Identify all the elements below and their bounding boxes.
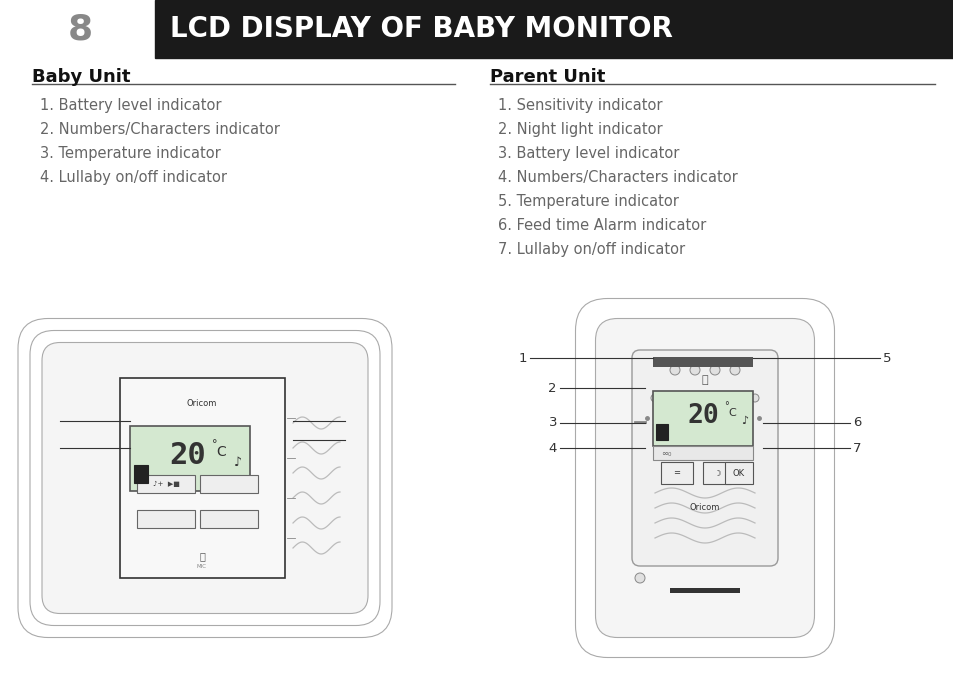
Circle shape: [635, 573, 644, 583]
Text: 1. Battery level indicator: 1. Battery level indicator: [40, 98, 221, 113]
Text: 1: 1: [518, 351, 526, 365]
Circle shape: [750, 394, 759, 402]
Bar: [702, 462, 730, 484]
Bar: [120, 378, 285, 578]
Text: ☽: ☽: [713, 468, 720, 478]
Text: 8: 8: [68, 12, 92, 46]
Text: 2: 2: [548, 382, 557, 394]
Text: 1: 1: [49, 415, 57, 427]
Text: C: C: [216, 445, 226, 459]
Text: 3. Temperature indicator: 3. Temperature indicator: [40, 146, 220, 161]
Text: 3: 3: [348, 415, 356, 427]
Text: 1. Sensitivity indicator: 1. Sensitivity indicator: [497, 98, 661, 113]
Bar: [200, 475, 257, 493]
Text: 4: 4: [348, 433, 356, 446]
Text: 4: 4: [548, 441, 557, 454]
Text: OK: OK: [732, 468, 744, 478]
Text: 3. Battery level indicator: 3. Battery level indicator: [497, 146, 679, 161]
Text: 2. Night light indicator: 2. Night light indicator: [497, 122, 662, 137]
Circle shape: [730, 394, 739, 402]
FancyBboxPatch shape: [631, 350, 778, 566]
Text: ♪: ♪: [740, 416, 748, 426]
Text: 3: 3: [548, 417, 557, 429]
Text: 2: 2: [49, 441, 57, 454]
Bar: [652, 357, 752, 367]
Bar: [133, 464, 148, 483]
FancyBboxPatch shape: [42, 343, 368, 614]
Text: 20: 20: [686, 403, 719, 429]
Text: 7. Lullaby on/off indicator: 7. Lullaby on/off indicator: [497, 242, 684, 257]
Circle shape: [650, 394, 659, 402]
Circle shape: [670, 394, 679, 402]
Text: ♪: ♪: [233, 456, 242, 468]
Text: 5: 5: [882, 351, 890, 365]
Bar: [724, 462, 752, 484]
Text: 4. Lullaby on/off indicator: 4. Lullaby on/off indicator: [40, 170, 227, 185]
Text: 6. Feed time Alarm indicator: 6. Feed time Alarm indicator: [497, 218, 705, 233]
Bar: [154, 0, 953, 58]
FancyBboxPatch shape: [595, 318, 814, 637]
Text: MIC: MIC: [196, 563, 207, 569]
Text: °: °: [724, 401, 729, 411]
Bar: [652, 390, 752, 446]
Text: 7: 7: [852, 441, 861, 454]
Bar: [652, 446, 752, 460]
Text: ∞₀: ∞₀: [660, 448, 671, 458]
Text: 4. Numbers/Characters indicator: 4. Numbers/Characters indicator: [497, 170, 737, 185]
Circle shape: [729, 365, 740, 375]
Text: LCD DISPLAY OF BABY MONITOR: LCD DISPLAY OF BABY MONITOR: [170, 15, 672, 43]
Bar: [656, 423, 667, 439]
Text: °: °: [212, 439, 217, 449]
Text: Parent Unit: Parent Unit: [490, 68, 605, 86]
Circle shape: [709, 365, 720, 375]
Bar: [137, 475, 194, 493]
Text: ⌕: ⌕: [199, 551, 205, 561]
Text: ♪+  ▶■: ♪+ ▶■: [152, 481, 179, 487]
Text: 2. Numbers/Characters indicator: 2. Numbers/Characters indicator: [40, 122, 279, 137]
Text: ⎀: ⎀: [701, 375, 707, 385]
Text: Oricom: Oricom: [689, 503, 720, 513]
Text: =: =: [673, 468, 679, 478]
Bar: [669, 588, 740, 593]
Circle shape: [689, 365, 700, 375]
Bar: [200, 510, 257, 528]
Text: 6: 6: [852, 417, 861, 429]
Text: 5. Temperature indicator: 5. Temperature indicator: [497, 194, 679, 209]
Text: C: C: [727, 408, 735, 418]
Bar: [130, 425, 250, 491]
Text: Oricom: Oricom: [187, 398, 217, 407]
Text: 20: 20: [170, 441, 206, 470]
Bar: [137, 510, 194, 528]
Bar: [660, 462, 692, 484]
Circle shape: [669, 365, 679, 375]
Text: Baby Unit: Baby Unit: [32, 68, 131, 86]
